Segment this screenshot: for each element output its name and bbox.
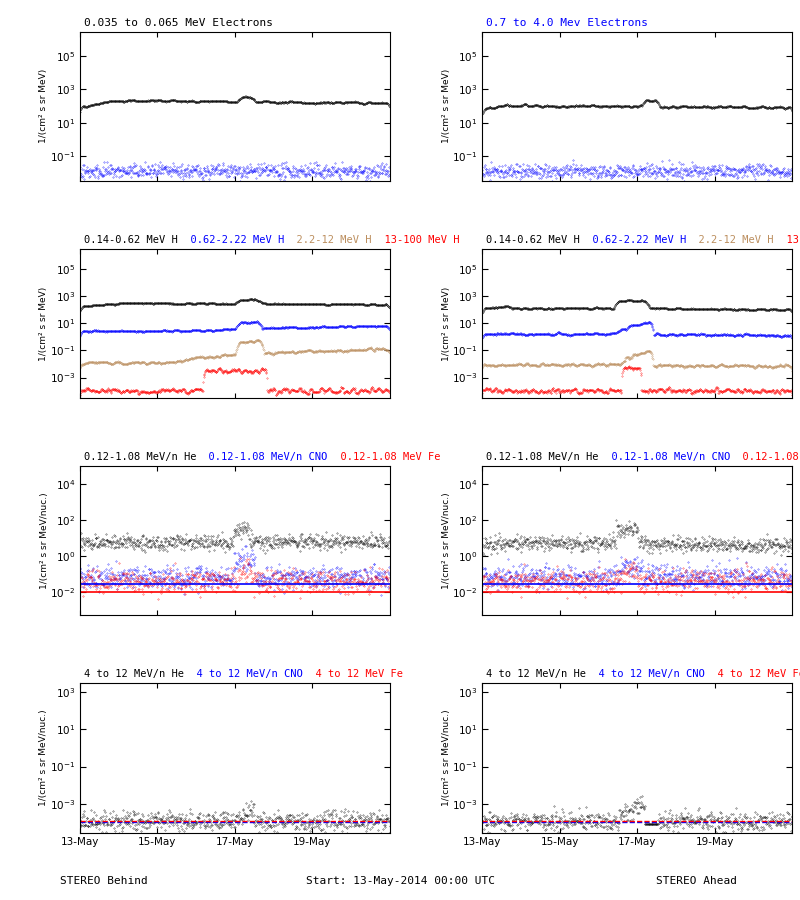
Text: 0.035 to 0.065 MeV Electrons: 0.035 to 0.065 MeV Electrons bbox=[84, 18, 273, 28]
Text: 2.2-12 MeV H: 2.2-12 MeV H bbox=[284, 235, 371, 245]
Text: 0.12-1.08 MeV/n CNO: 0.12-1.08 MeV/n CNO bbox=[599, 452, 730, 462]
Text: 0.12-1.08 MeV/n He: 0.12-1.08 MeV/n He bbox=[486, 452, 599, 462]
Text: 0.14-0.62 MeV H: 0.14-0.62 MeV H bbox=[84, 235, 178, 245]
Text: 13-100 MeV H: 13-100 MeV H bbox=[774, 235, 800, 245]
Text: STEREO Behind: STEREO Behind bbox=[60, 876, 148, 886]
Y-axis label: 1/(cm² s sr MeV/nuc.): 1/(cm² s sr MeV/nuc.) bbox=[442, 709, 450, 806]
Text: 0.12-1.08 MeV/n CNO: 0.12-1.08 MeV/n CNO bbox=[197, 452, 328, 462]
Y-axis label: 1/(cm² s sr MeV): 1/(cm² s sr MeV) bbox=[442, 286, 450, 361]
Y-axis label: 1/(cm² s sr MeV): 1/(cm² s sr MeV) bbox=[39, 69, 48, 143]
Y-axis label: 1/(cm² s sr MeV/nuc.): 1/(cm² s sr MeV/nuc.) bbox=[39, 709, 48, 806]
Text: 0.14-0.62 MeV H: 0.14-0.62 MeV H bbox=[486, 235, 580, 245]
Text: 0.7 to 4.0 Mev Electrons: 0.7 to 4.0 Mev Electrons bbox=[486, 18, 649, 28]
Y-axis label: 1/(cm² s sr MeV): 1/(cm² s sr MeV) bbox=[39, 286, 48, 361]
Text: 4 to 12 MeV Fe: 4 to 12 MeV Fe bbox=[302, 670, 402, 680]
Text: 0.12-1.08 MeV/n He: 0.12-1.08 MeV/n He bbox=[84, 452, 197, 462]
Text: Start: 13-May-2014 00:00 UTC: Start: 13-May-2014 00:00 UTC bbox=[306, 876, 494, 886]
Text: 13-100 MeV H: 13-100 MeV H bbox=[371, 235, 459, 245]
Text: 0.62-2.22 MeV H: 0.62-2.22 MeV H bbox=[580, 235, 686, 245]
Y-axis label: 1/(cm² s sr MeV): 1/(cm² s sr MeV) bbox=[442, 69, 451, 143]
Text: 0.62-2.22 MeV H: 0.62-2.22 MeV H bbox=[178, 235, 284, 245]
Text: 0.12-1.08 MeV Fe: 0.12-1.08 MeV Fe bbox=[730, 452, 800, 462]
Text: 2.2-12 MeV H: 2.2-12 MeV H bbox=[686, 235, 774, 245]
Text: 0.12-1.08 MeV Fe: 0.12-1.08 MeV Fe bbox=[328, 452, 440, 462]
Y-axis label: 1/(cm² s sr MeV/nuc.): 1/(cm² s sr MeV/nuc.) bbox=[442, 492, 451, 589]
Y-axis label: 1/(cm² s sr MeV/nuc.): 1/(cm² s sr MeV/nuc.) bbox=[39, 492, 49, 589]
Text: STEREO Ahead: STEREO Ahead bbox=[655, 876, 737, 886]
Text: 4 to 12 MeV/n CNO: 4 to 12 MeV/n CNO bbox=[184, 670, 302, 680]
Text: 4 to 12 MeV/n He: 4 to 12 MeV/n He bbox=[486, 670, 586, 680]
Text: 4 to 12 MeV/n He: 4 to 12 MeV/n He bbox=[84, 670, 184, 680]
Text: 4 to 12 MeV Fe: 4 to 12 MeV Fe bbox=[705, 670, 800, 680]
Text: 4 to 12 MeV/n CNO: 4 to 12 MeV/n CNO bbox=[586, 670, 705, 680]
